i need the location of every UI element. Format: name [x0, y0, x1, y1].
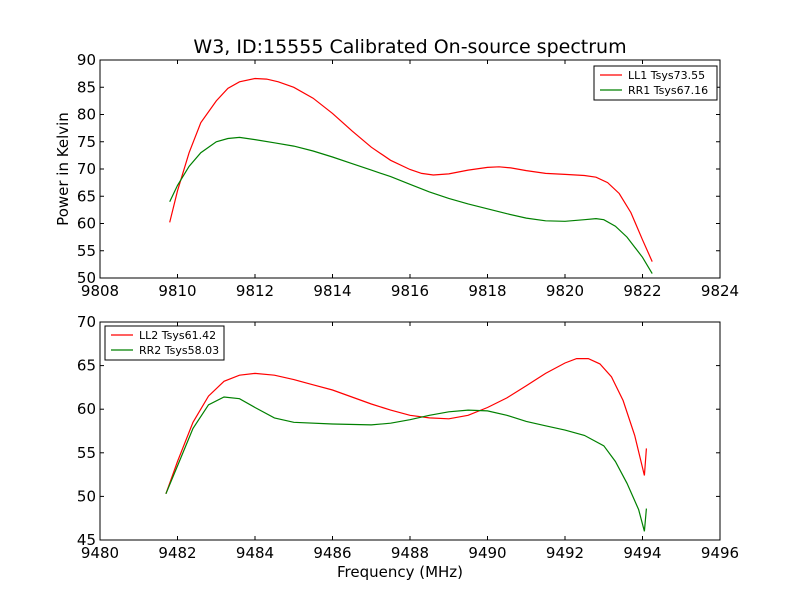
y-tick-label: 45	[77, 531, 96, 549]
y-tick-label: 65	[77, 187, 96, 205]
legend: LL2 Tsys61.42 RR2 Tsys58.03	[104, 325, 225, 361]
x-tick-label: 9496	[701, 544, 739, 562]
y-tick-label: 55	[77, 444, 96, 462]
x-tick-label: 9820	[546, 282, 584, 300]
series-line-ll1	[169, 77, 653, 262]
y-axis-label: Power in Kelvin	[54, 112, 72, 226]
legend-entry: RR1 Tsys67.16	[628, 84, 708, 97]
x-tick-label: 9822	[623, 282, 661, 300]
x-tick-label: 9486	[313, 544, 351, 562]
top-plot: 9808 9810 9812 9814 9816 9818 9820 9822 9824 50 55…	[54, 51, 739, 300]
x-axis-label: Frequency (MHz)	[337, 563, 463, 581]
series-line-rr2	[165, 396, 647, 532]
y-tick-label: 80	[77, 106, 96, 124]
y-tick-label: 85	[77, 78, 96, 96]
x-tick-label: 9808	[81, 282, 119, 300]
x-tick-label: 9488	[391, 544, 429, 562]
x-tick-label: 9480	[81, 544, 119, 562]
y-tick-label: 75	[77, 133, 96, 151]
x-tick-label: 9490	[468, 544, 506, 562]
x-tick-label: 9492	[546, 544, 584, 562]
x-tick-label: 9814	[313, 282, 351, 300]
x-tick-label: 9818	[468, 282, 506, 300]
y-tick-label: 55	[77, 242, 96, 260]
y-tick-label: 70	[77, 313, 96, 331]
legend-entry: RR2 Tsys58.03	[139, 344, 219, 357]
x-tick-label: 9824	[701, 282, 739, 300]
legend-box	[104, 325, 225, 361]
y-tick-label: 90	[77, 51, 96, 69]
x-tick-label: 9816	[391, 282, 429, 300]
y-tick-label: 60	[77, 215, 96, 233]
x-tick-label: 9810	[158, 282, 196, 300]
y-tick-label: 50	[77, 487, 96, 505]
legend-entry: LL1 Tsys73.55	[628, 69, 705, 82]
y-tick-label: 50	[77, 269, 96, 287]
x-tick-label: 9484	[236, 544, 274, 562]
y-tick-label: 65	[77, 357, 96, 375]
series-line-rr1	[169, 136, 653, 274]
x-tick-label: 9482	[158, 544, 196, 562]
legend-box	[593, 65, 718, 101]
x-tick-label: 9494	[623, 544, 661, 562]
legend: LL1 Tsys73.55 RR1 Tsys67.16	[593, 65, 718, 101]
x-tick-label: 9812	[236, 282, 274, 300]
y-tick-label: 60	[77, 400, 96, 418]
y-tick-label: 70	[77, 160, 96, 178]
bottom-plot: 9480 9482 9484 9486 9488 9490 9492 9494 9496 45 50…	[77, 313, 739, 581]
series-line-ll2	[165, 358, 647, 495]
figure-title: W3, ID:15555 Calibrated On-source spectr…	[193, 36, 626, 58]
legend-entry: LL2 Tsys61.42	[139, 329, 216, 342]
